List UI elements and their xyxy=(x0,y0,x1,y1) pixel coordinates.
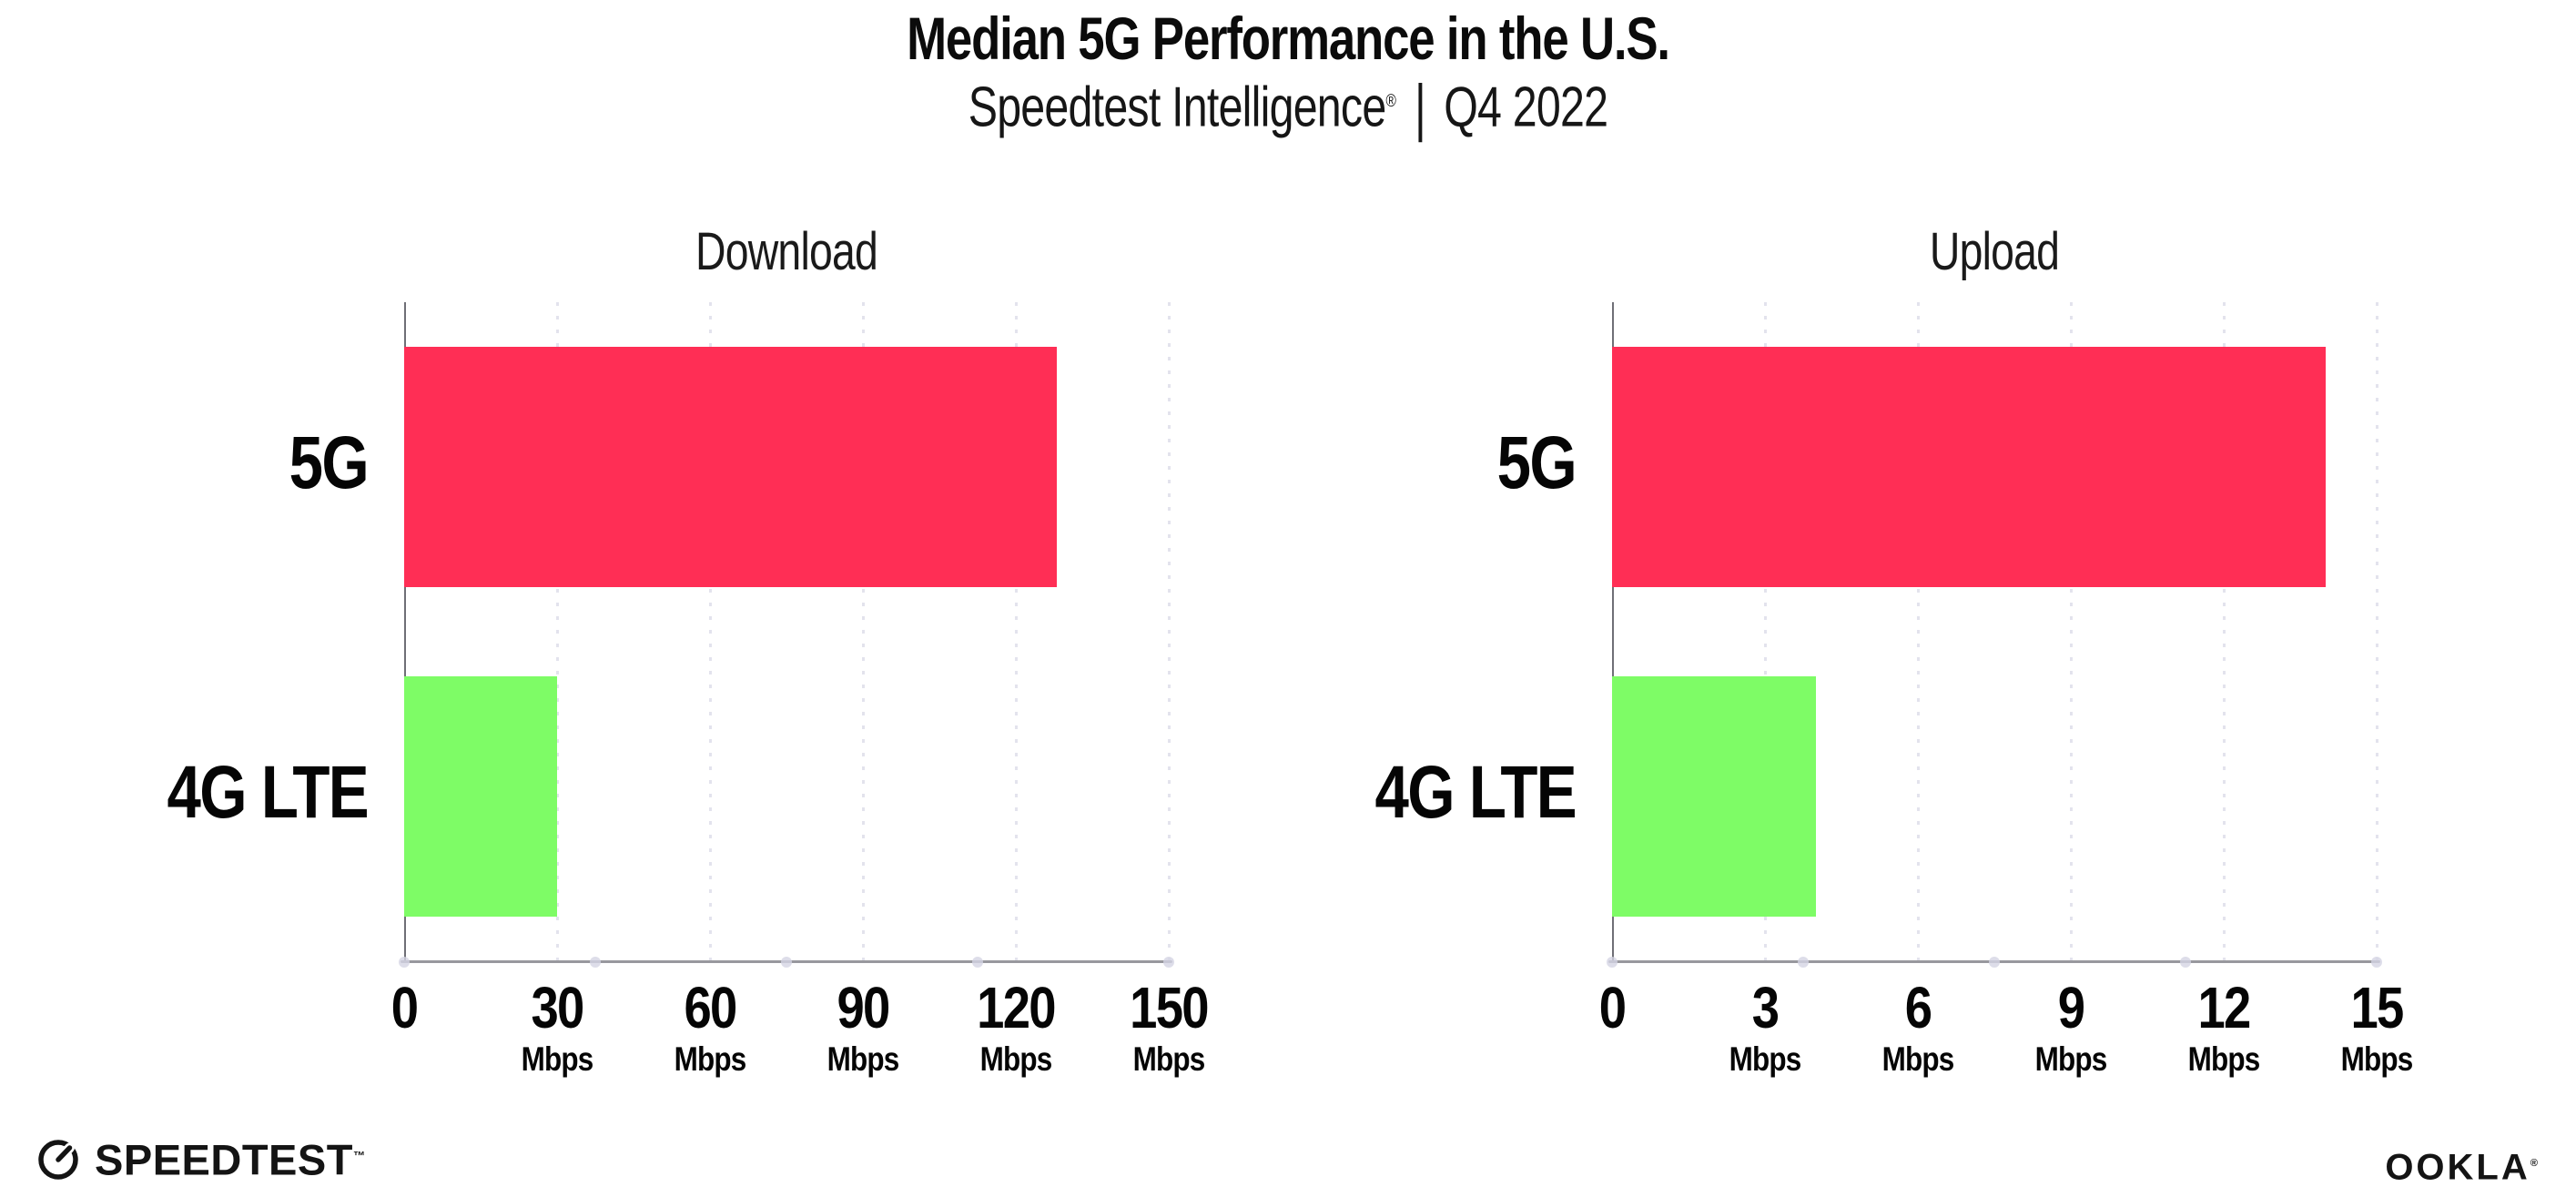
y-axis-line xyxy=(1612,302,1614,961)
tick-value: 90 xyxy=(837,975,890,1040)
gridline xyxy=(1916,302,1920,961)
gridline xyxy=(1167,302,1171,961)
tick-label-upload-3: 3 Mbps xyxy=(1649,979,1881,1080)
tick-unit: Mbps xyxy=(1132,1040,1206,1078)
category-label-4g-lte: 4G LTE xyxy=(1374,751,1577,835)
tick-label-download-60: 60 Mbps xyxy=(594,979,827,1080)
gauge-icon xyxy=(38,1140,78,1181)
gridline xyxy=(2375,302,2378,961)
tick-unit: Mbps xyxy=(827,1040,900,1078)
tick-value: 30 xyxy=(531,975,584,1040)
ookla-logo: OOKLA® xyxy=(2385,1143,2538,1187)
main-title: Median 5G Performance in the U.S. xyxy=(907,5,1670,72)
registered-mark: ® xyxy=(1385,91,1396,111)
subtitle-divider: | xyxy=(1415,72,1426,143)
registered-mark-ookla: ® xyxy=(2530,1158,2538,1169)
tick-unit: Mbps xyxy=(2034,1040,2108,1078)
tick-label-upload-0: 0 xyxy=(1496,975,1729,1040)
tick-label-upload-12: 12 Mbps xyxy=(2108,979,2340,1080)
axis-dot xyxy=(781,956,792,968)
tick-unit: Mbps xyxy=(1881,1040,1955,1078)
tick-value: 3 xyxy=(1751,975,1780,1040)
chart-title-download: Download xyxy=(695,222,878,281)
tick-unit: Mbps xyxy=(674,1040,747,1078)
tick-unit: Mbps xyxy=(2187,1040,2261,1078)
gridline xyxy=(2222,302,2226,961)
tick-value: 0 xyxy=(1598,975,1627,1040)
axis-dot xyxy=(2371,956,2382,968)
axis-dot xyxy=(1798,956,1809,968)
tick-unit: Mbps xyxy=(1729,1040,1802,1078)
gridline xyxy=(555,302,559,961)
tick-value: 15 xyxy=(2350,975,2404,1040)
chart-title-upload: Upload xyxy=(1929,222,2060,281)
tick-value: 12 xyxy=(2197,975,2251,1040)
speedtest-logo: SPEEDTEST™ xyxy=(35,1132,366,1184)
category-label-4g-lte: 4G LTE xyxy=(167,751,369,835)
tick-label-download-150: 150 Mbps xyxy=(1053,979,1285,1080)
axis-dot xyxy=(1989,956,2000,968)
axis-dot xyxy=(1163,956,1174,968)
tick-value: 150 xyxy=(1130,975,1209,1040)
tick-label-upload-15: 15 Mbps xyxy=(2261,979,2493,1080)
tick-label-download-120: 120 Mbps xyxy=(900,979,1132,1080)
bar-5g-download xyxy=(404,347,1057,587)
tick-unit: Mbps xyxy=(2340,1040,2414,1078)
tick-label-download-0: 0 xyxy=(289,975,521,1040)
gridline xyxy=(1014,302,1018,961)
gridline xyxy=(861,302,865,961)
axis-dot xyxy=(972,956,983,968)
tick-value: 0 xyxy=(390,975,419,1040)
bar-4g-lte-upload xyxy=(1612,676,1816,917)
gridline xyxy=(2069,302,2073,961)
tick-label-download-30: 30 Mbps xyxy=(441,979,674,1080)
tick-value: 60 xyxy=(684,975,737,1040)
ookla-logo-text: OOKLA® xyxy=(2385,1147,2538,1188)
axis-dot xyxy=(590,956,601,968)
gridline xyxy=(1763,302,1767,961)
tick-unit: Mbps xyxy=(979,1040,1053,1078)
axis-dot xyxy=(1607,956,1618,968)
bar-4g-lte-download xyxy=(404,676,557,917)
category-label-5g: 5G xyxy=(289,421,370,505)
tick-value: 120 xyxy=(977,975,1056,1040)
subtitle: Speedtest Intelligence® | Q4 2022 xyxy=(283,71,2292,141)
tick-label-download-90: 90 Mbps xyxy=(747,979,979,1080)
subtitle-period: Q4 2022 xyxy=(1444,76,1608,139)
tick-value: 6 xyxy=(1904,975,1932,1040)
bar-5g-upload xyxy=(1612,347,2326,587)
tick-value: 9 xyxy=(2057,975,2085,1040)
tick-unit: Mbps xyxy=(521,1040,594,1078)
axis-dot xyxy=(399,956,410,968)
category-label-5g: 5G xyxy=(1496,421,1577,505)
gridline xyxy=(708,302,712,961)
subtitle-brand: Speedtest Intelligence xyxy=(968,76,1387,139)
y-axis-line xyxy=(404,302,406,961)
axis-dot xyxy=(2180,956,2191,968)
trademark-mark: ™ xyxy=(352,1149,366,1162)
tick-label-upload-6: 6 Mbps xyxy=(1802,979,2034,1080)
speedtest-logo-text: SPEEDTEST™ xyxy=(95,1135,366,1184)
tick-label-upload-9: 9 Mbps xyxy=(1955,979,2187,1080)
